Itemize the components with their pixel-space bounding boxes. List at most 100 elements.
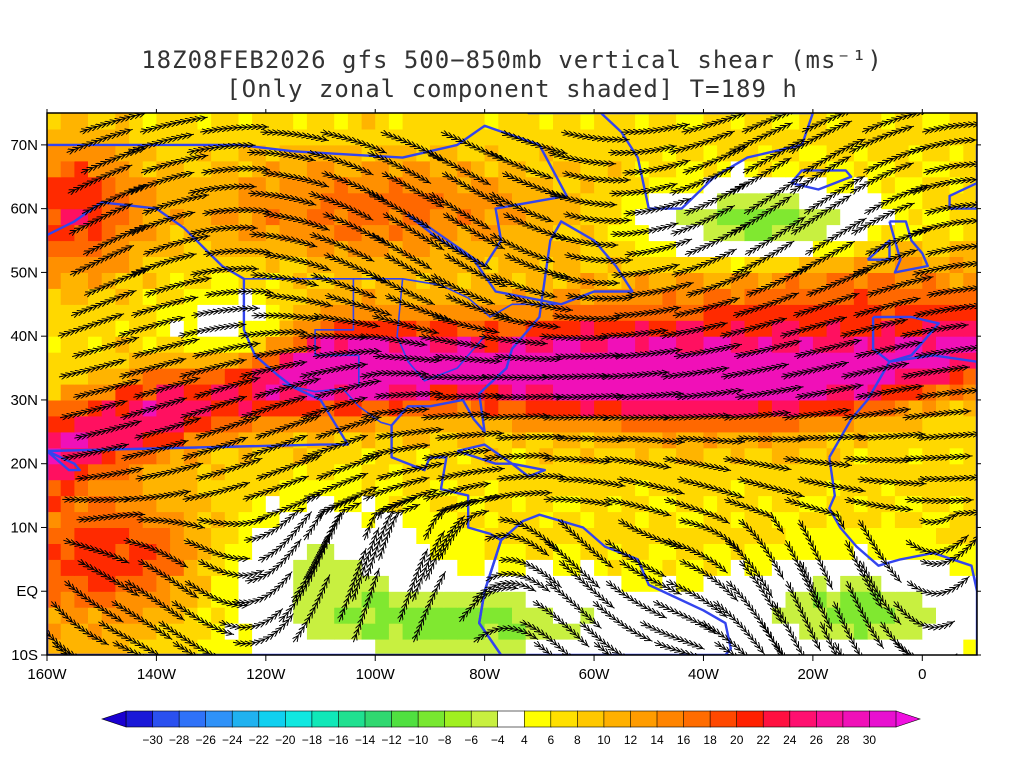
shear-cell <box>566 479 581 497</box>
shear-cell <box>252 288 267 305</box>
shear-cell <box>74 607 89 624</box>
colorbar-swatch <box>391 710 419 728</box>
shear-cell <box>717 256 732 273</box>
shear-cell <box>265 543 281 560</box>
shear-cell <box>101 607 116 624</box>
shear-cell <box>512 639 527 655</box>
shear-cell <box>922 575 937 592</box>
shear-cell <box>375 591 390 608</box>
lat-tick-label: 50N <box>10 264 38 281</box>
streamline <box>309 234 375 263</box>
shear-cell <box>607 559 622 576</box>
shear-cell <box>525 495 540 513</box>
shear-cell <box>457 256 472 273</box>
streamline <box>74 421 142 438</box>
shear-cell <box>293 208 308 226</box>
shear-cell <box>553 447 568 465</box>
shear-cell <box>744 224 759 242</box>
shear-cell <box>525 607 540 624</box>
shear-cell <box>730 479 746 497</box>
shear-cell <box>101 399 116 417</box>
shear-cell <box>279 128 294 146</box>
shear-cell <box>853 113 869 130</box>
streamline <box>360 409 430 418</box>
shear-cell <box>867 224 882 242</box>
shear-cell <box>101 304 116 321</box>
shear-cell <box>47 431 62 449</box>
shear-cell <box>908 479 923 497</box>
shear-cell <box>443 208 458 226</box>
shear-cell <box>238 224 253 242</box>
shear-cell <box>758 272 773 289</box>
shear-cell <box>88 607 103 624</box>
shear-cell <box>375 623 390 640</box>
streamline <box>482 456 552 459</box>
shear-cell <box>183 607 199 624</box>
streamline <box>436 469 505 480</box>
shear-cell <box>512 208 527 226</box>
shear-cell <box>963 511 977 528</box>
shear-cell <box>963 415 977 433</box>
shear-cell <box>334 447 349 465</box>
shear-cell <box>47 208 62 226</box>
shear-cell <box>771 431 787 449</box>
shear-cell <box>594 208 609 226</box>
streamline <box>140 155 209 173</box>
shear-cell <box>676 240 691 257</box>
shear-cell <box>402 559 417 576</box>
shear-cell <box>799 591 814 608</box>
shear-cell <box>279 415 294 433</box>
shear-cell <box>416 479 431 497</box>
shear-cell <box>922 272 937 289</box>
shear-cell <box>115 623 130 640</box>
shear-cell <box>334 208 349 226</box>
shear-cell <box>211 272 226 289</box>
shear-cell <box>594 320 609 337</box>
shear-cell <box>771 176 787 194</box>
colorbar-swatch <box>630 710 658 728</box>
shear-cell <box>703 224 718 242</box>
shear-cell <box>402 575 417 592</box>
shear-cell <box>115 415 130 433</box>
shear-cell <box>785 415 800 433</box>
shear-cell <box>293 607 308 624</box>
shear-cell <box>908 623 923 640</box>
shear-cell <box>566 431 581 449</box>
colorbar-swatch <box>683 710 711 728</box>
shear-cell <box>47 543 62 560</box>
colorbar-label: 4 <box>521 733 528 747</box>
shear-cell <box>252 384 267 401</box>
shear-cell <box>252 543 267 560</box>
shear-cell <box>621 176 636 194</box>
streamline <box>134 418 202 438</box>
shear-cell <box>252 128 267 146</box>
colorbar-swatch <box>656 710 685 728</box>
shear-cell <box>457 543 472 560</box>
shear-cell <box>265 527 281 544</box>
shear-cell <box>553 463 568 481</box>
shear-cell <box>525 144 540 162</box>
shear-cell <box>170 495 185 513</box>
shear-cell <box>936 511 951 528</box>
shear-cell <box>429 160 445 178</box>
streamline <box>202 210 272 214</box>
shear-cell <box>47 272 62 289</box>
streamline <box>180 396 248 417</box>
shear-cell <box>402 623 417 640</box>
shear-cell <box>512 160 527 178</box>
shear-cell <box>156 591 171 608</box>
streamline <box>720 364 790 377</box>
shear-cell <box>512 543 527 560</box>
shear-cell <box>334 240 349 257</box>
shear-cell <box>238 527 253 544</box>
shear-cell <box>293 559 308 576</box>
shear-cell <box>129 543 144 560</box>
shear-cell <box>936 447 951 465</box>
shear-cell <box>635 399 650 417</box>
shear-cell <box>963 527 977 544</box>
shear-cell <box>949 272 964 289</box>
shear-cell <box>539 113 554 130</box>
shear-cell <box>265 639 281 655</box>
streamline <box>421 414 491 418</box>
shear-cell <box>375 128 390 146</box>
